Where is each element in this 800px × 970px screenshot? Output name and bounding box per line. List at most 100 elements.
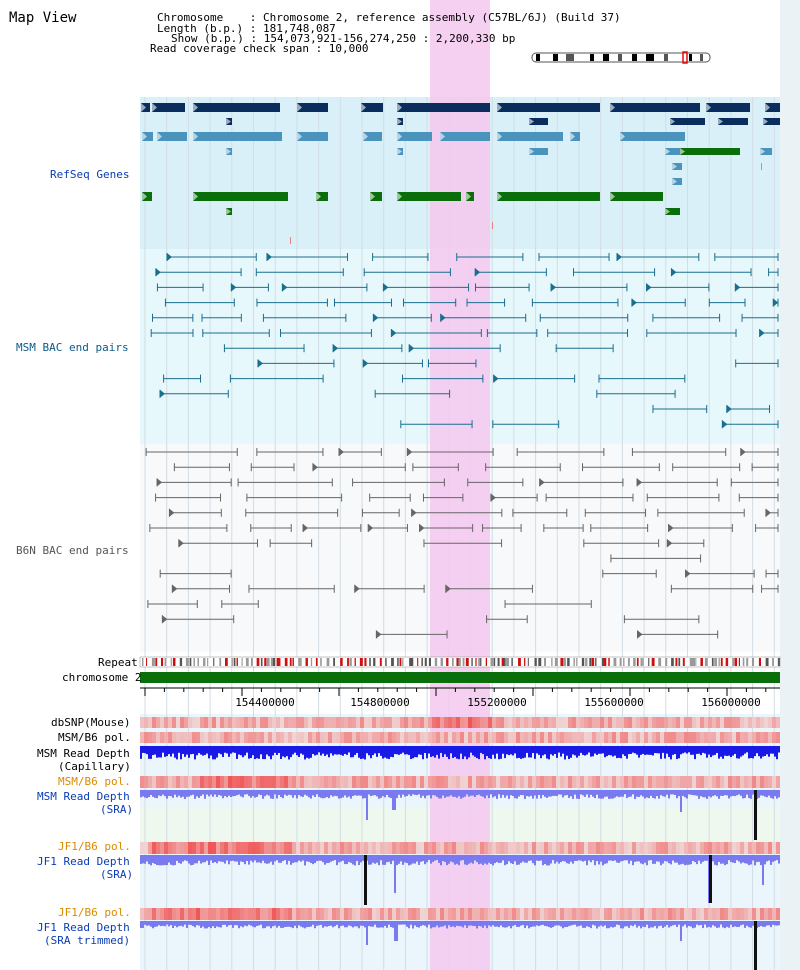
dbsnp-cell bbox=[300, 717, 304, 728]
msm-sra-depth bbox=[548, 790, 550, 797]
msm-capillary-depth bbox=[302, 746, 304, 755]
msm-sra-depth bbox=[172, 790, 174, 798]
msm-b6-pol-cell bbox=[336, 732, 340, 743]
msm-sra-depth bbox=[574, 790, 576, 795]
repeat-element bbox=[648, 658, 650, 666]
msm-sra-depth bbox=[650, 790, 652, 796]
msm-capillary-depth bbox=[226, 746, 228, 754]
repeat-element bbox=[471, 658, 473, 666]
jf1-trim-depth bbox=[694, 921, 696, 928]
jf1-b6-pol-cell bbox=[696, 842, 700, 854]
jf1-sra-depth bbox=[218, 855, 220, 862]
msm-sra-depth bbox=[152, 790, 154, 797]
jf1-trim-depth bbox=[170, 921, 172, 926]
dbsnp-cell bbox=[364, 717, 368, 728]
jf1-sra-depth bbox=[302, 855, 304, 861]
msm-sra-depth bbox=[684, 790, 686, 798]
jf1-trim-depth bbox=[672, 921, 674, 926]
gene-strand-arrow bbox=[672, 163, 677, 170]
jf1-sra-depth bbox=[770, 855, 772, 865]
jf1-sra-depth bbox=[586, 855, 588, 866]
msm-sra-depth bbox=[562, 790, 564, 798]
jf1-trim-depth bbox=[384, 921, 386, 926]
jf1-trim-depth bbox=[266, 921, 268, 927]
dbsnp-cell bbox=[716, 717, 720, 728]
msm-b6-pol-sra-cell bbox=[612, 776, 616, 788]
track-label-msm-bac[interactable]: MSM BAC end pairs bbox=[16, 341, 129, 354]
dbsnp-cell bbox=[576, 717, 580, 728]
msm-b6-pol-sra-cell bbox=[240, 776, 244, 788]
jf1-b6-pol-cell bbox=[144, 842, 148, 854]
msm-sra-depth bbox=[494, 790, 496, 797]
jf1-b6-pol-cell bbox=[540, 842, 544, 854]
msm-capillary-depth bbox=[190, 746, 192, 755]
msm-b6-pol-cell bbox=[556, 732, 560, 743]
jf1-trim-depth bbox=[638, 921, 640, 926]
view-title: Map View bbox=[9, 10, 77, 26]
msm-sra-depth bbox=[468, 790, 470, 797]
repeat-element bbox=[603, 658, 607, 666]
jf1-b6-pol-cell bbox=[564, 842, 568, 854]
msm-b6-pol-sra-cell bbox=[376, 776, 380, 788]
msm-b6-pol-cell bbox=[560, 732, 564, 743]
msm-sra-depth bbox=[296, 790, 298, 799]
msm-b6-pol-cell bbox=[700, 732, 704, 743]
msm-b6-pol-sra-cell bbox=[436, 776, 440, 788]
track-label-jf1-b6-pol-2: JF1/B6 pol. bbox=[58, 906, 131, 919]
jf1-sra-depth bbox=[142, 855, 144, 864]
msm-sra-depth bbox=[414, 790, 416, 795]
repeat-element bbox=[225, 658, 228, 666]
msm-sra-depth bbox=[648, 790, 650, 799]
jf1-trim-depth bbox=[774, 921, 776, 926]
jf1-b6-pol-trim-cell bbox=[512, 908, 516, 920]
jf1-sra-depth bbox=[284, 855, 286, 861]
msm-b6-pol-sra-cell bbox=[208, 776, 212, 788]
repeat-element bbox=[738, 658, 740, 666]
repeat-element bbox=[718, 658, 720, 666]
jf1-b6-pol-cell bbox=[420, 842, 424, 854]
msm-sra-depth bbox=[344, 790, 346, 796]
dbsnp-cell bbox=[532, 717, 536, 728]
msm-sra-depth bbox=[456, 790, 458, 798]
msm-capillary-depth bbox=[552, 746, 554, 756]
msm-sra-depth bbox=[212, 790, 214, 797]
repeat-element bbox=[347, 658, 349, 666]
b6n-bac-pair-arrow bbox=[637, 630, 643, 639]
track-label-b6n-bac[interactable]: B6N BAC end pairs bbox=[16, 544, 129, 557]
jf1-sra-depth bbox=[746, 855, 748, 864]
msm-sra-depth bbox=[570, 790, 572, 797]
track-label-refseq[interactable]: RefSeq Genes bbox=[50, 168, 130, 181]
jf1-trim-depth bbox=[348, 921, 350, 926]
repeat-element bbox=[591, 658, 595, 666]
msm-b6-pol-cell bbox=[236, 732, 240, 743]
jf1-sra-depth bbox=[516, 855, 518, 865]
msm-b6-pol-cell bbox=[376, 732, 380, 743]
jf1-b6-pol-cell bbox=[592, 842, 596, 854]
jf1-trim-depth bbox=[642, 921, 644, 927]
jf1-b6-pol-cell bbox=[172, 842, 176, 854]
dbsnp-cell bbox=[580, 717, 584, 728]
msm-b6-pol-sra-cell bbox=[476, 776, 480, 788]
jf1-trim-depth bbox=[760, 921, 762, 926]
jf1-b6-pol-trim-cell bbox=[372, 908, 376, 920]
gene-strand-arrow bbox=[316, 192, 321, 201]
msm-capillary-depth bbox=[658, 746, 660, 754]
repeat-element bbox=[179, 658, 183, 666]
jf1-b6-pol-trim-cell bbox=[540, 908, 544, 920]
msm-sra-depth bbox=[518, 790, 520, 797]
jf1-sra-depth bbox=[310, 855, 312, 863]
jf1-b6-pol-trim-cell bbox=[456, 908, 460, 920]
jf1-trim-depth bbox=[712, 921, 714, 926]
gene-strand-arrow bbox=[152, 103, 157, 112]
jf1-sra-depth bbox=[534, 855, 536, 866]
msm-capillary-depth bbox=[382, 746, 384, 759]
msm-b6-pol-sra-cell bbox=[256, 776, 260, 788]
dbsnp-cell bbox=[228, 717, 232, 728]
jf1-b6-pol-trim-cell bbox=[520, 908, 524, 920]
jf1-sra-depth bbox=[536, 855, 538, 861]
msm-capillary-depth bbox=[774, 746, 776, 757]
jf1-sra-depth bbox=[152, 855, 154, 863]
msm-capillary-depth bbox=[494, 746, 496, 759]
dbsnp-cell bbox=[516, 717, 520, 728]
jf1-b6-pol-trim-cell bbox=[464, 908, 468, 920]
